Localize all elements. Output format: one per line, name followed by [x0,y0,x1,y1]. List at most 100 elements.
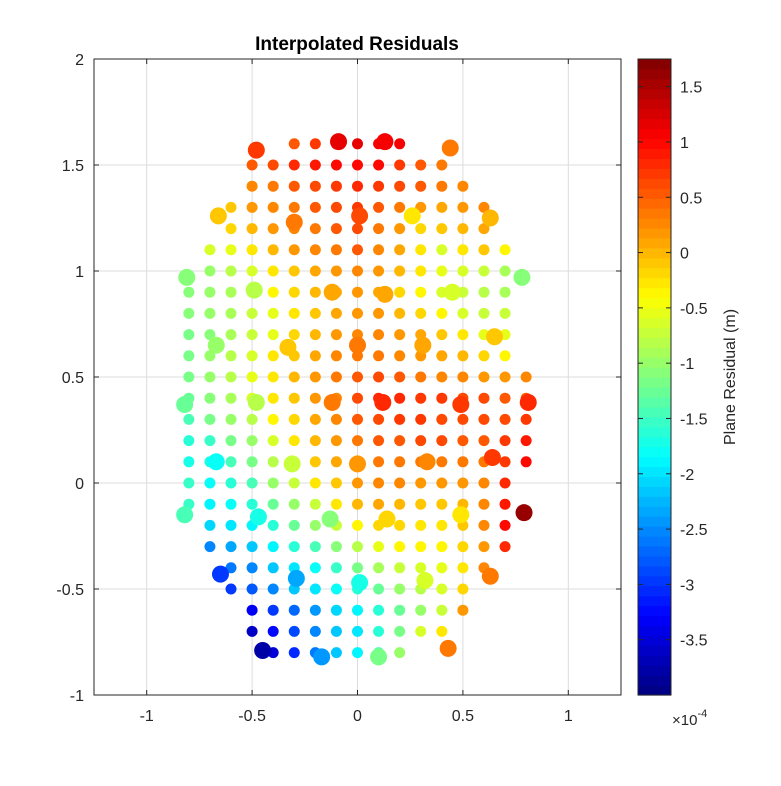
data-point [436,265,448,277]
y-tick-label: 1.5 [62,158,84,175]
data-point [394,562,406,574]
data-point-large [376,133,394,151]
data-point [499,244,511,256]
data-point [225,223,237,235]
data-point [394,604,406,616]
data-point-large [349,455,366,473]
data-point [394,647,406,659]
data-point [309,477,321,489]
data-point [352,435,363,447]
data-point [288,647,300,659]
data-point-large [414,336,432,354]
data-point [436,625,448,637]
data-point [246,180,258,192]
data-point-large [323,393,341,411]
data-point [373,456,385,468]
x-tick-label: -0.5 [238,708,266,725]
data-point-large [211,565,229,583]
data-point [373,583,385,595]
data-point [373,541,385,553]
data-point [183,286,195,298]
data-point [415,244,427,256]
data-point [225,244,237,256]
data-point [309,159,321,171]
data-point [267,392,279,404]
data-point [267,435,279,447]
data-point [267,329,279,341]
data-point [457,562,469,574]
data-point [288,244,300,256]
data-point [309,223,321,235]
data-point [330,329,342,341]
data-point [415,223,427,235]
data-point [225,541,237,553]
data-point [415,625,427,637]
data-point-large [441,139,459,157]
data-point [499,265,511,277]
data-point [267,604,279,616]
data-point [246,413,258,425]
data-point [204,307,216,319]
data-point [330,583,342,595]
data-point-large [207,336,225,354]
data-point [267,350,279,362]
colorbar-segment [638,267,671,279]
data-point [225,562,237,574]
data-point [457,477,469,489]
data-point [520,413,532,425]
colorbar-tick-label: -3 [680,577,694,594]
data-point [373,498,385,510]
data-point [246,265,258,277]
data-point [330,604,342,616]
data-point [373,477,385,489]
data-point [204,329,216,341]
data-point [183,456,195,468]
data-point [394,329,406,341]
data-point [183,329,195,341]
data-point [352,647,363,659]
data-point [330,371,342,383]
colorbar-exponent-label: ×10-4 [672,708,707,729]
data-point [478,307,490,319]
data-point [457,307,469,319]
data-point-large [378,510,396,528]
data-point [267,223,279,235]
data-point [330,223,342,235]
colorbar-segment [638,188,671,199]
data-point [394,498,406,510]
data-point [246,498,258,510]
colorbar-tick-label: 1.5 [680,80,702,97]
colorbar-segment [638,396,671,408]
data-point-large [279,338,297,356]
data-point [394,519,406,531]
data-point [225,265,237,277]
data-point [436,519,448,531]
colorbar-segment [638,386,671,398]
data-point [204,498,216,510]
colorbar-exponent-power: -4 [697,708,707,720]
data-point [330,456,342,468]
colorbar-segment [638,237,671,249]
data-point [436,180,448,192]
data-point [352,519,363,531]
data-point-large [254,641,272,659]
data-point [373,159,385,171]
data-point [267,562,279,574]
colorbar-segment [638,506,671,517]
data-point [246,604,258,616]
colorbar-tick-label: -2.5 [680,522,708,539]
data-point [499,477,511,489]
data-point [288,307,300,319]
data-point [330,562,342,574]
data-point [520,371,532,383]
data-point [246,223,258,235]
data-point [204,477,216,489]
colorbar-segment [638,347,671,358]
data-point [457,265,469,277]
data-point [330,265,342,277]
data-point [309,435,321,447]
data-point [457,244,469,256]
data-point [267,625,279,637]
data-point [267,477,279,489]
data-point [478,244,490,256]
